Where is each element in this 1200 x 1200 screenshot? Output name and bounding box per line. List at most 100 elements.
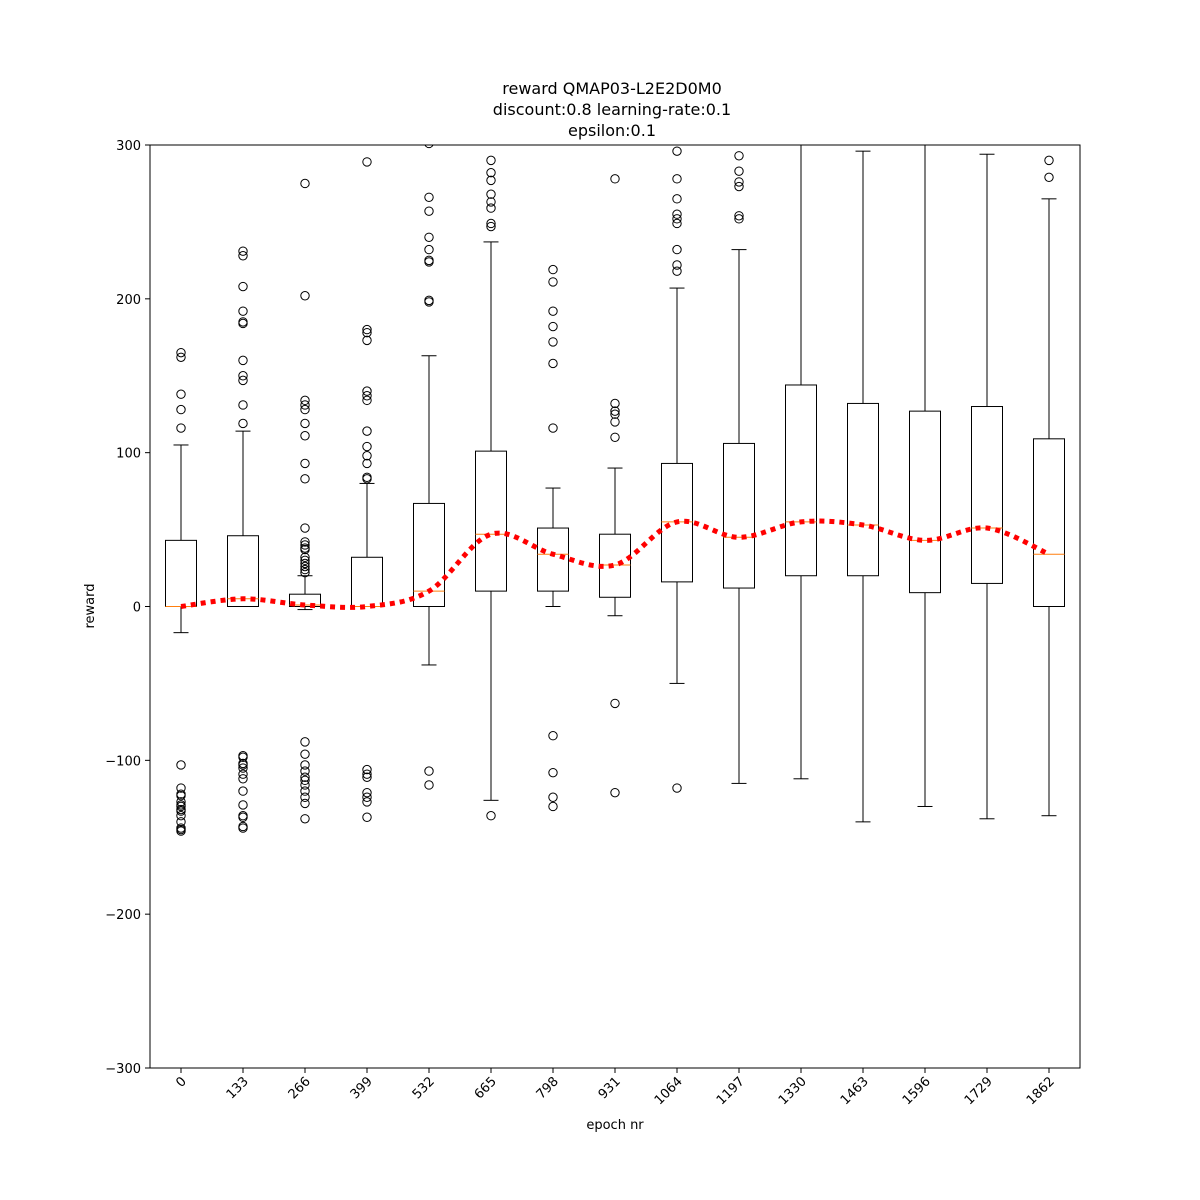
outlier-point xyxy=(486,189,496,199)
outlier-point xyxy=(610,409,620,419)
plot-area xyxy=(165,145,1065,836)
outlier-point xyxy=(486,167,496,178)
outlier-point xyxy=(300,474,310,484)
y-tick-label: −100 xyxy=(105,754,141,769)
outlier-point xyxy=(362,792,372,802)
outlier-point xyxy=(300,561,310,572)
outlier-point xyxy=(300,775,310,786)
outlier-point xyxy=(300,178,310,189)
outlier-point xyxy=(300,540,310,550)
outlier-point xyxy=(734,177,744,187)
outlier-point xyxy=(300,772,310,782)
outlier-point xyxy=(486,811,496,821)
outlier-point xyxy=(176,811,186,821)
outlier-point xyxy=(176,347,186,358)
outlier-point xyxy=(300,552,310,562)
box-1596 xyxy=(909,145,941,807)
outlier-point xyxy=(672,266,682,276)
outlier-point xyxy=(424,780,434,790)
median-trend-line xyxy=(180,518,1051,610)
outlier-point xyxy=(300,395,310,406)
y-axis-label: reward xyxy=(83,583,98,628)
outlier-point xyxy=(672,260,682,270)
outlier-point xyxy=(176,801,186,812)
outlier-point xyxy=(300,760,310,770)
outlier-point xyxy=(362,395,372,406)
outlier-point xyxy=(176,797,186,807)
y-tick-label: 300 xyxy=(116,139,141,154)
outlier-point xyxy=(238,281,248,292)
outlier-point xyxy=(300,737,310,747)
outlier-point xyxy=(176,806,186,816)
outlier-point xyxy=(362,441,372,452)
outlier-point xyxy=(486,221,496,232)
outlier-point xyxy=(672,209,682,219)
outlier-point xyxy=(238,800,248,810)
outlier-point xyxy=(548,321,558,332)
iqr-box xyxy=(971,406,1003,584)
outlier-point xyxy=(362,451,372,461)
outlier-point xyxy=(300,404,310,415)
y-tick-label: −300 xyxy=(105,1062,141,1077)
outlier-point xyxy=(300,400,310,410)
y-tick-label: −200 xyxy=(105,908,141,923)
outlier-point xyxy=(734,181,744,192)
outlier-point xyxy=(424,192,434,203)
outlier-point xyxy=(238,371,248,381)
outlier-point xyxy=(610,417,620,427)
outlier-point xyxy=(300,458,310,469)
y-tick-label: 200 xyxy=(116,293,141,308)
outlier-point xyxy=(362,391,372,401)
chart-title-line-1: reward QMAP03-L2E2D0M0 xyxy=(502,79,722,98)
box-1330 xyxy=(785,145,817,780)
iqr-box xyxy=(723,442,755,589)
iqr-box xyxy=(661,462,693,583)
outlier-point xyxy=(362,324,372,335)
outlier-point xyxy=(238,774,248,784)
y-tick-label: 0 xyxy=(133,601,141,616)
outlier-point xyxy=(362,797,372,807)
outlier-point xyxy=(672,214,682,224)
iqr-box xyxy=(227,535,259,608)
outlier-point xyxy=(548,358,558,369)
iqr-box xyxy=(909,410,941,594)
outlier-point xyxy=(548,767,558,778)
outlier-point xyxy=(362,335,372,346)
box-665 xyxy=(475,155,507,821)
outlier-point xyxy=(176,404,186,415)
outlier-point xyxy=(362,474,372,484)
outlier-point xyxy=(1044,172,1054,183)
outlier-point xyxy=(238,355,248,366)
outlier-point xyxy=(300,780,310,790)
outlier-point xyxy=(238,823,248,833)
outlier-point xyxy=(238,375,248,386)
iqr-box xyxy=(413,502,445,608)
iqr-box xyxy=(475,450,507,592)
outlier-point xyxy=(734,214,744,224)
outlier-point xyxy=(610,406,620,416)
outlier-point xyxy=(610,398,620,409)
outlier-point xyxy=(362,812,372,822)
outlier-point xyxy=(300,544,310,555)
outlier-point xyxy=(548,337,558,347)
outlier-point xyxy=(734,166,744,176)
outlier-point xyxy=(1044,155,1054,166)
outlier-point xyxy=(300,749,310,759)
outlier-point xyxy=(548,277,558,287)
outlier-point xyxy=(672,194,682,204)
outlier-point xyxy=(238,769,248,779)
outlier-point xyxy=(362,787,372,798)
outlier-point xyxy=(238,246,248,256)
box-1862 xyxy=(1033,155,1065,817)
outlier-point xyxy=(548,792,558,802)
outlier-point xyxy=(486,155,496,166)
box-1729 xyxy=(971,153,1003,820)
iqr-box xyxy=(1033,438,1065,607)
outlier-point xyxy=(238,760,248,770)
outlier-point xyxy=(176,760,186,770)
outlier-point xyxy=(610,432,620,442)
outlier-point xyxy=(300,558,310,569)
outlier-point xyxy=(424,257,434,267)
outlier-point xyxy=(610,174,620,184)
